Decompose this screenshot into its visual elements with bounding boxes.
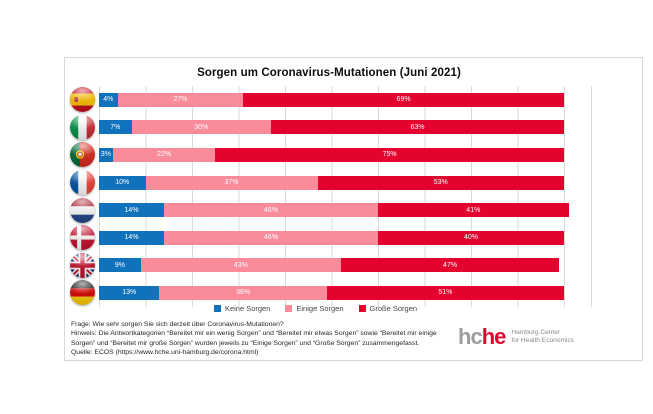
stacked-bar-netherlands: 14% 46% 41% — [99, 203, 569, 218]
bar-segment: 75% — [215, 147, 564, 162]
flag-germany-icon — [70, 280, 95, 306]
bar-segment: 4% — [99, 92, 118, 107]
legend-label: Einige Sorgen — [296, 304, 344, 313]
bar-value-label: 22% — [157, 151, 172, 159]
bar-segment: 9% — [99, 258, 141, 273]
hche-logo-tagline-line1: Hamburg Center — [511, 328, 561, 336]
bar-segment: 30% — [131, 120, 272, 135]
bar-segment: 7% — [99, 120, 132, 135]
bar-value-label: 7% — [110, 123, 121, 131]
legend-swatch-icon — [358, 305, 366, 312]
country-row-italy: 7% 30% 63% — [70, 114, 600, 142]
bar-value-label: 14% — [124, 234, 139, 242]
bar-segment: 46% — [164, 230, 378, 245]
bar-value-label: 36% — [236, 289, 251, 297]
hche-logo-red-letters: he — [481, 324, 507, 349]
legend: Keine Sorgen Einige Sorgen Große Sorgen — [65, 304, 566, 313]
bar-value-label: 14% — [124, 206, 139, 214]
hche-logo-gray-letters: hc — [458, 324, 483, 349]
legend-item: Keine Sorgen — [213, 304, 271, 313]
plot-rows: 4% 27% 69% 7% 30% 63% 3% 22% 75% 10% 37% 53% 14% 46% 4… — [70, 86, 600, 307]
bar-segment: 63% — [271, 120, 564, 135]
bar-segment: 51% — [326, 285, 564, 300]
bar-value-label: 10% — [115, 179, 130, 187]
stacked-bar-germany: 13% 36% 51% — [99, 285, 564, 300]
chart-panel: Sorgen um Coronavirus-Mutationen (Juni 2… — [64, 57, 643, 361]
country-row-netherlands: 14% 46% 41% — [70, 196, 600, 224]
bar-segment: 53% — [317, 175, 564, 190]
chart-title: Sorgen um Coronavirus-Mutationen (Juni 2… — [197, 67, 461, 79]
hche-logo: hche Hamburg Center for Health Economics — [458, 326, 574, 348]
flag-spain-icon — [70, 87, 95, 113]
flag-uk-icon — [70, 252, 95, 278]
bar-value-label: 30% — [194, 123, 209, 131]
bar-segment: 14% — [99, 230, 165, 245]
stacked-bar-portugal: 3% 22% 75% — [99, 147, 564, 162]
footnote-quelle: Quelle: ECOS (https://www.hche.uni-hambu… — [71, 349, 259, 357]
footnote-hinweis-line2: Sorgen” und “Bereitet mir große Sorgen” … — [71, 339, 420, 347]
footnote-block: Frage: Wie sehr sorgen Sie sich derzeit … — [71, 320, 437, 358]
bar-value-label: 43% — [233, 261, 248, 269]
bar-segment: 3% — [99, 147, 113, 162]
bar-segment: 41% — [377, 203, 569, 218]
bar-value-label: 9% — [114, 261, 125, 269]
legend-swatch-icon — [213, 305, 221, 312]
bar-value-label: 75% — [382, 151, 397, 159]
flag-italy-icon — [70, 114, 95, 140]
country-row-france: 10% 37% 53% — [70, 169, 600, 197]
legend-item: Einige Sorgen — [285, 304, 344, 313]
bar-value-label: 63% — [410, 123, 425, 131]
flag-netherlands-icon — [70, 197, 95, 223]
bar-segment: 43% — [140, 258, 341, 273]
bar-segment: 13% — [99, 285, 160, 300]
bar-segment: 46% — [164, 203, 378, 218]
stacked-bar-italy: 7% 30% 63% — [99, 120, 564, 135]
country-row-germany: 13% 36% 51% — [70, 279, 600, 307]
bar-segment: 22% — [112, 147, 216, 162]
footnote-hinweis-line1: Hinweis: Die Antwortkategorien “Bereitet… — [71, 330, 437, 338]
bar-segment: 47% — [340, 258, 560, 273]
flag-portugal-icon — [70, 142, 95, 168]
hche-logo-tagline: Hamburg Center for Health Economics — [511, 329, 574, 345]
bar-segment: 10% — [99, 175, 146, 190]
stacked-bar-denmark: 14% 46% 40% — [99, 230, 564, 245]
bar-value-label: 40% — [463, 234, 478, 242]
bar-value-label: 13% — [122, 289, 137, 297]
bar-value-label: 69% — [396, 96, 411, 104]
stacked-bar-uk: 9% 43% 47% — [99, 258, 560, 273]
hche-logo-tagline-line2: for Health Economics — [511, 337, 575, 344]
country-row-uk: 9% 43% 47% — [70, 252, 600, 280]
stacked-bar-france: 10% 37% 53% — [99, 175, 564, 190]
bar-value-label: 4% — [103, 96, 114, 104]
country-row-spain: 4% 27% 69% — [70, 86, 600, 114]
bar-value-label: 41% — [466, 206, 481, 214]
bar-value-label: 37% — [224, 179, 239, 187]
hche-logo-wordmark: hche — [458, 324, 507, 349]
bar-segment: 36% — [159, 285, 327, 300]
flag-denmark-icon — [70, 225, 95, 251]
bar-segment: 69% — [243, 92, 564, 107]
bar-value-label: 46% — [264, 206, 279, 214]
footnote-frage: Frage: Wie sehr sorgen Sie sich derzeit … — [71, 321, 284, 328]
bar-segment: 37% — [145, 175, 318, 190]
stacked-bar-spain: 4% 27% 69% — [99, 92, 564, 107]
legend-label: Große Sorgen — [369, 304, 418, 313]
bar-value-label: 51% — [438, 289, 453, 297]
bar-segment: 14% — [99, 203, 165, 218]
legend-swatch-icon — [285, 305, 293, 312]
bar-segment: 40% — [377, 230, 564, 245]
country-row-denmark: 14% 46% 40% — [70, 224, 600, 252]
bar-value-label: 47% — [443, 261, 458, 269]
bar-segment: 27% — [117, 92, 244, 107]
bar-value-label: 53% — [433, 179, 448, 187]
bar-value-label: 46% — [264, 234, 279, 242]
legend-label: Keine Sorgen — [224, 304, 271, 313]
legend-item: Große Sorgen — [358, 304, 418, 313]
bar-value-label: 3% — [100, 151, 112, 159]
country-row-portugal: 3% 22% 75% — [70, 141, 600, 169]
flag-france-icon — [70, 170, 95, 196]
bar-value-label: 27% — [173, 96, 188, 104]
